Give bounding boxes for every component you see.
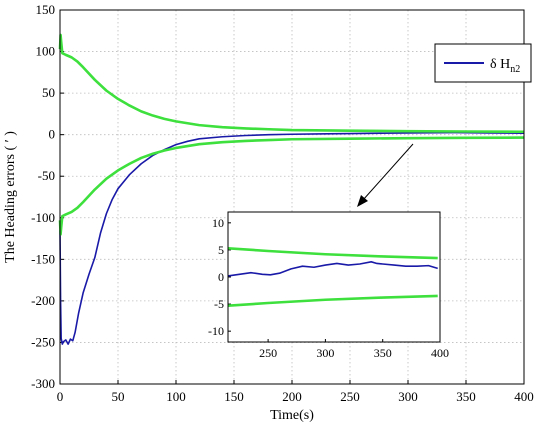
- main-series: [58, 33, 525, 345]
- legend-label: δ Hn2: [490, 57, 520, 75]
- legend: δ Hn2: [434, 43, 532, 83]
- inset-series: [227, 246, 438, 308]
- y-tick-label: -50: [38, 168, 55, 183]
- inset-y-tick-label: 5: [218, 243, 224, 257]
- series-line-lower-bound: [58, 136, 525, 236]
- inset-ticks: 250 300 350 400 10 5 0 -5 -10: [208, 216, 449, 360]
- x-tick-label: 50: [112, 389, 125, 404]
- y-tick-label: -200: [31, 293, 55, 308]
- inset-x-tick-label: 300: [316, 346, 334, 360]
- inset-series-line-upper-bound: [227, 246, 438, 260]
- inset-x-tick-label: 250: [259, 346, 277, 360]
- main-plot-frame: [59, 9, 525, 385]
- inset-y-tick-label: 10: [212, 216, 224, 230]
- y-tick-label: 50: [42, 85, 55, 100]
- inset-series-line-heading-error: [227, 261, 438, 277]
- x-tick-label: 300: [398, 389, 418, 404]
- y-tick-label: 100: [36, 44, 56, 59]
- y-tick-label: -150: [31, 251, 55, 266]
- y-tick-label: -100: [31, 210, 55, 225]
- legend-label-main: δ H: [490, 57, 510, 72]
- x-tick-label: 200: [282, 389, 302, 404]
- x-tick-label: 350: [456, 389, 476, 404]
- x-axis-label: Time(s): [270, 408, 314, 423]
- y-tick-label: -250: [31, 334, 55, 349]
- inset-series-line-lower-bound: [227, 294, 438, 308]
- x-tick-label: 150: [224, 389, 244, 404]
- series-line-upper-bound: [58, 33, 525, 134]
- x-tick-label: 250: [340, 389, 360, 404]
- x-tick-label: 0: [57, 389, 64, 404]
- series-line-heading-error: [59, 131, 525, 345]
- inset-plot-frame: [227, 211, 441, 343]
- inset-y-tick-label: -10: [208, 324, 224, 338]
- y-tick-label: 150: [36, 2, 56, 17]
- inset-background: [228, 212, 440, 342]
- x-tick-label: 400: [514, 389, 534, 404]
- legend-label-subscript: n2: [510, 64, 520, 75]
- x-tick-label: 100: [166, 389, 186, 404]
- inset-y-tick-label: -5: [214, 297, 224, 311]
- inset-x-tick-label: 350: [374, 346, 392, 360]
- inset-x-tick-label: 400: [431, 346, 449, 360]
- main-ticks: 0 50 100 150 200 250 300 350 400150100500-50-100…: [31, 2, 534, 404]
- y-axis-label: The Heading errors ( ′ ): [3, 131, 18, 263]
- inset-y-tick-label: 0: [218, 270, 224, 284]
- zoom-arrow: [357, 143, 414, 207]
- y-tick-label: 0: [49, 127, 56, 142]
- y-tick-label: -300: [31, 376, 55, 391]
